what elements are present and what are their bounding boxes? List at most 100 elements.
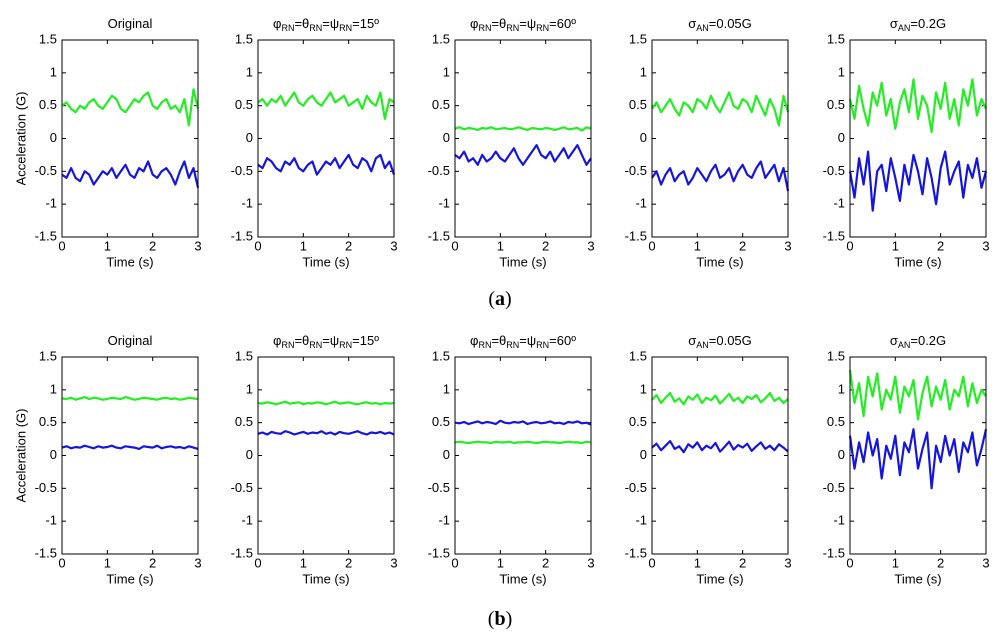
- y-tick-label: -0.5: [625, 163, 647, 178]
- title-part: =0.2G: [910, 16, 946, 31]
- x-tick-label: 1: [300, 238, 307, 253]
- title-subscript: RN: [309, 340, 322, 350]
- x-tick-label: 0: [58, 238, 65, 253]
- x-tick-label: 0: [648, 555, 655, 570]
- y-tick-label: 0.5: [235, 97, 253, 112]
- y-tick-label: -0.5: [35, 163, 57, 178]
- y-axis-label: Acceleration (G): [13, 92, 28, 186]
- x-tick-label: 1: [892, 238, 899, 253]
- y-tick-label: 1: [246, 64, 253, 79]
- axes-frame: [61, 356, 199, 555]
- panel-label: (b): [488, 608, 512, 630]
- x-tick-label: 3: [390, 555, 397, 570]
- y-tick-label: 1: [443, 381, 450, 396]
- y-tick-label: 1.5: [827, 348, 845, 363]
- y-tick-label: 1.5: [629, 31, 647, 46]
- series-line: [454, 440, 592, 445]
- title-subscript: RN: [281, 340, 294, 350]
- y-tick-label: -1: [438, 196, 450, 211]
- series-line: [61, 444, 199, 450]
- chart-title: σAN=0.05G: [688, 333, 752, 350]
- chart-title: Original: [108, 333, 153, 348]
- x-tick-label: 1: [694, 555, 701, 570]
- panel-label-part: ): [505, 288, 512, 310]
- x-tick-label: 0: [58, 555, 65, 570]
- chart-title: φRN=θRN=ψRN=60º: [470, 333, 576, 350]
- title-part: =ψ: [519, 16, 536, 31]
- y-tick-label: -1: [438, 513, 450, 528]
- x-tick-label: 1: [104, 238, 111, 253]
- axes-frame: [651, 356, 789, 555]
- title-part: =15º: [352, 16, 379, 31]
- title-part: φ: [470, 16, 478, 31]
- y-tick-label: 1.5: [235, 348, 253, 363]
- title-subscript: RN: [478, 340, 491, 350]
- y-tick-label: -0.5: [231, 480, 253, 495]
- y-tick-label: 1.5: [827, 31, 845, 46]
- x-tick-label: 2: [149, 238, 156, 253]
- title-subscript: RN: [478, 23, 491, 33]
- panel-label-part: ): [506, 608, 513, 630]
- x-tick-label: 3: [784, 555, 791, 570]
- series-line: [61, 396, 199, 401]
- title-part: Original: [108, 16, 153, 31]
- x-axis-label: Time (s): [696, 254, 743, 269]
- y-tick-label: 1.5: [432, 348, 450, 363]
- y-tick-label: 0.5: [629, 97, 647, 112]
- title-part: φ: [273, 333, 281, 348]
- title-part: =θ: [491, 333, 506, 348]
- x-axis-label: Time (s): [106, 254, 153, 269]
- y-tick-label: 0: [443, 447, 450, 462]
- plot-area: [850, 40, 986, 237]
- plot-area: [258, 40, 394, 237]
- title-part: =0.05G: [709, 16, 752, 31]
- x-tick-label: 3: [587, 238, 594, 253]
- title-part: =ψ: [519, 333, 536, 348]
- x-tick-label: 2: [739, 238, 746, 253]
- title-part: =ψ: [322, 16, 339, 31]
- y-tick-label: -0.5: [428, 163, 450, 178]
- y-axis-label: Acceleration (G): [13, 409, 28, 503]
- series-line: [257, 430, 395, 436]
- x-tick-label: 2: [542, 238, 549, 253]
- title-part: =θ: [491, 16, 506, 31]
- y-tick-label: 0.5: [629, 414, 647, 429]
- y-tick-label: 0.5: [432, 97, 450, 112]
- y-tick-label: -1.5: [823, 228, 845, 243]
- series-line: [257, 400, 395, 406]
- series-line: [454, 126, 592, 132]
- x-axis-label: Time (s): [302, 571, 349, 586]
- series-line: [257, 153, 396, 176]
- y-tick-label: -0.5: [823, 163, 845, 178]
- title-subscript: AN: [696, 23, 709, 33]
- y-tick-label: -1.5: [35, 228, 57, 243]
- plot-area: [652, 40, 788, 237]
- series-line: [651, 440, 789, 454]
- title-subscript: RN: [506, 23, 519, 33]
- axes-frame: [257, 39, 395, 238]
- title-subscript: AN: [696, 340, 709, 350]
- x-tick-label: 2: [937, 555, 944, 570]
- x-axis-label: Time (s): [302, 254, 349, 269]
- y-tick-label: 0: [50, 130, 57, 145]
- y-tick-label: 0: [838, 130, 845, 145]
- plot-area: [62, 40, 198, 237]
- x-tick-label: 3: [194, 238, 201, 253]
- x-tick-label: 0: [451, 238, 458, 253]
- x-tick-label: 1: [104, 555, 111, 570]
- y-tick-label: -0.5: [625, 480, 647, 495]
- y-tick-label: 0: [246, 447, 253, 462]
- y-tick-label: -1: [833, 196, 845, 211]
- chart-title: σAN=0.2G: [890, 333, 946, 350]
- panel-label-part: a: [495, 288, 505, 310]
- title-part: φ: [273, 16, 281, 31]
- title-part: σ: [688, 16, 696, 31]
- y-tick-label: -1.5: [231, 228, 253, 243]
- plot-area: [455, 40, 591, 237]
- series-line: [848, 428, 988, 490]
- x-tick-label: 2: [149, 555, 156, 570]
- title-part: =15º: [352, 333, 379, 348]
- y-tick-label: 0.5: [235, 414, 253, 429]
- y-tick-label: 1: [50, 381, 57, 396]
